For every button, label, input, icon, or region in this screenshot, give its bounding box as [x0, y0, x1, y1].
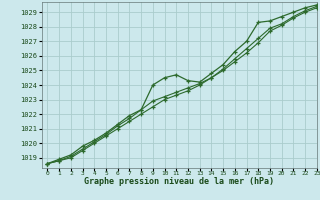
X-axis label: Graphe pression niveau de la mer (hPa): Graphe pression niveau de la mer (hPa)	[84, 177, 274, 186]
